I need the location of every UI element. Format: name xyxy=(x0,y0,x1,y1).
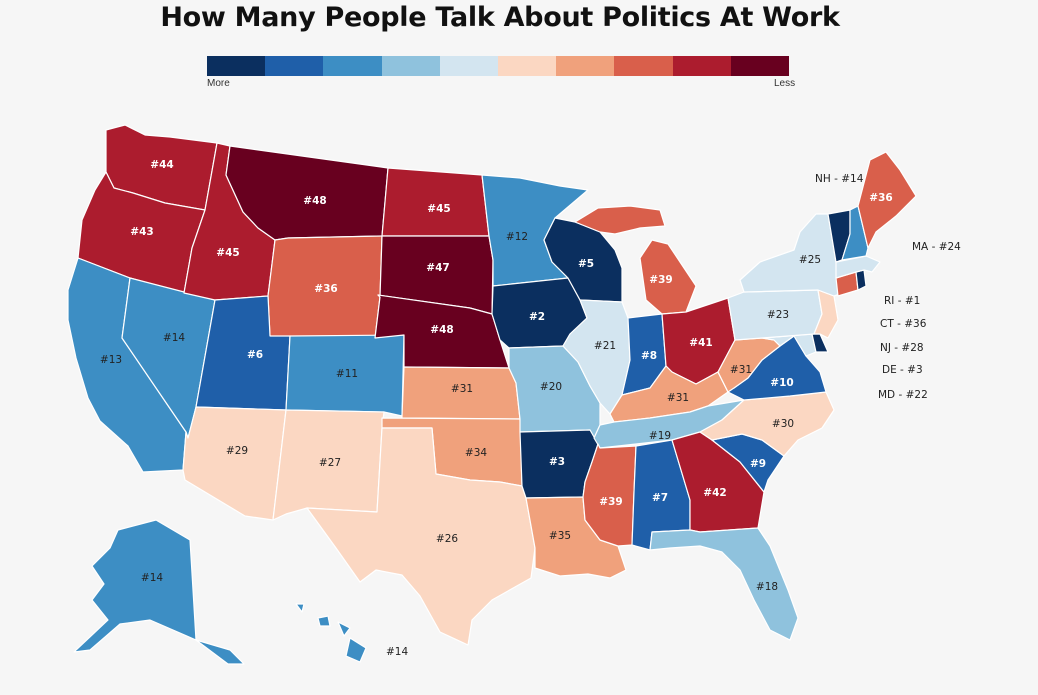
label-wy: #36 xyxy=(314,283,337,295)
label-ny: #25 xyxy=(799,254,821,266)
label-az: #29 xyxy=(226,445,248,457)
label-pa: #23 xyxy=(767,309,789,321)
label-nm: #27 xyxy=(319,457,341,469)
label-fl: #18 xyxy=(756,581,778,593)
callout-hi: #14 xyxy=(386,646,408,658)
callout-ct: CT - #36 xyxy=(880,318,927,330)
label-nv: #14 xyxy=(163,332,185,344)
state-nd[interactable] xyxy=(381,167,490,237)
state-ma[interactable] xyxy=(835,255,881,279)
label-mn: #12 xyxy=(506,231,528,243)
state-az[interactable] xyxy=(182,406,287,521)
label-nd: #45 xyxy=(427,203,450,215)
legend-swatch-4 xyxy=(381,56,440,76)
label-ks: #31 xyxy=(451,383,473,395)
label-ky: #31 xyxy=(667,392,689,404)
label-sd: #47 xyxy=(426,262,449,274)
label-ak: #14 xyxy=(141,572,163,584)
legend-less-label: Less xyxy=(774,78,796,89)
label-me: #36 xyxy=(869,192,892,204)
label-tx: #26 xyxy=(436,533,458,545)
legend-swatch-8 xyxy=(614,56,673,76)
label-co: #11 xyxy=(336,368,358,380)
legend-swatch-9 xyxy=(672,56,731,76)
callout-ma: MA - #24 xyxy=(912,241,961,253)
state-tx[interactable] xyxy=(306,427,536,646)
label-oh: #41 xyxy=(689,337,712,349)
small-state-callouts: NH - #14 MA - #24 RI - #1 CT - #36 NJ - … xyxy=(386,173,961,658)
label-va: #10 xyxy=(770,377,793,389)
state-labels: #44 #43 #13 #14 #45 #48 #36 #6 #29 #11 #… xyxy=(100,159,893,593)
state-hi[interactable] xyxy=(295,603,367,663)
label-al: #7 xyxy=(652,492,668,504)
legend-swatch-6 xyxy=(498,56,557,76)
legend-swatch-7 xyxy=(556,56,615,76)
label-tn: #19 xyxy=(649,430,671,442)
legend-swatch-1 xyxy=(207,56,266,76)
callout-nh: NH - #14 xyxy=(815,173,864,185)
legend-swatch-5 xyxy=(439,56,499,76)
label-la: #35 xyxy=(549,530,571,542)
label-wa: #44 xyxy=(150,159,173,171)
label-id: #45 xyxy=(216,247,239,259)
state-ms[interactable] xyxy=(582,443,637,547)
label-ia: #2 xyxy=(529,311,545,323)
label-ca: #13 xyxy=(100,354,122,366)
state-tn[interactable] xyxy=(593,399,745,449)
legend-swatch-3 xyxy=(323,56,382,76)
label-ne: #48 xyxy=(430,324,453,336)
callout-nj: NJ - #28 xyxy=(880,342,924,354)
color-legend xyxy=(207,56,790,76)
label-ar: #3 xyxy=(549,456,565,468)
label-or: #43 xyxy=(130,226,153,238)
label-sc: #9 xyxy=(750,458,766,470)
label-il: #21 xyxy=(594,340,616,352)
legend-swatch-10 xyxy=(730,56,790,76)
label-in: #8 xyxy=(641,350,657,362)
state-fl[interactable] xyxy=(649,527,799,641)
state-wi[interactable] xyxy=(543,217,623,303)
label-mi: #39 xyxy=(649,274,672,286)
label-mo: #20 xyxy=(540,381,562,393)
legend-swatch-2 xyxy=(265,56,324,76)
callout-ri: RI - #1 xyxy=(884,295,920,307)
state-mi[interactable] xyxy=(574,205,697,315)
callout-md: MD - #22 xyxy=(878,389,928,401)
label-ga: #42 xyxy=(703,487,726,499)
legend-more-label: More xyxy=(207,78,230,89)
callout-de: DE - #3 xyxy=(882,364,923,376)
label-ut: #6 xyxy=(247,349,263,361)
label-ok: #34 xyxy=(465,447,487,459)
map-title: How Many People Talk About Politics At W… xyxy=(160,2,840,33)
label-mt: #48 xyxy=(303,195,326,207)
state-nj[interactable] xyxy=(813,289,839,339)
label-wi: #5 xyxy=(578,258,594,270)
label-wv: #31 xyxy=(730,364,752,376)
label-ms: #39 xyxy=(599,496,622,508)
label-nc: #30 xyxy=(772,418,794,430)
state-ak[interactable] xyxy=(73,519,245,665)
state-me[interactable] xyxy=(857,151,917,249)
state-ri[interactable] xyxy=(855,269,867,291)
